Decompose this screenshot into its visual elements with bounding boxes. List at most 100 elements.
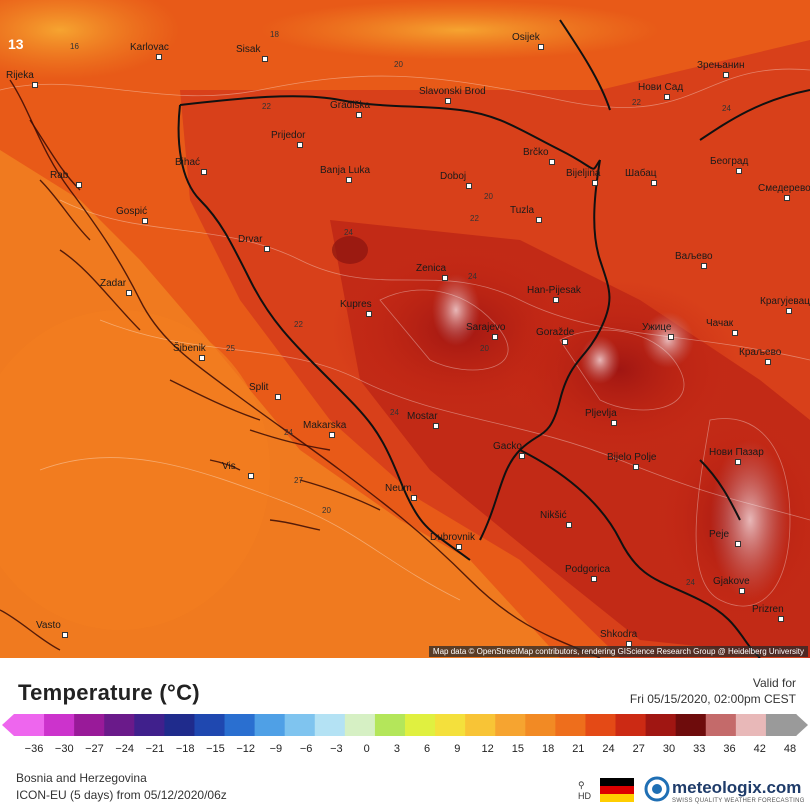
city-label[interactable]: Шабац	[625, 168, 657, 179]
city-marker	[664, 94, 670, 100]
scale-color-segment	[104, 714, 135, 736]
scale-tick-label: −12	[236, 743, 256, 755]
city-label[interactable]: Ужице	[642, 322, 672, 333]
contour-label: 27	[294, 476, 303, 485]
contour-label: 20	[322, 506, 331, 515]
city-label[interactable]: Podgorica	[565, 564, 611, 575]
city-label[interactable]: Gacko	[493, 441, 522, 452]
brand-name[interactable]: meteologix.com	[672, 778, 802, 797]
city-marker	[701, 263, 707, 269]
city-label[interactable]: Han-Pijesak	[527, 285, 581, 296]
city-label[interactable]: Pljevlja	[585, 408, 617, 419]
city-marker	[456, 544, 462, 550]
scale-tick-label: −15	[206, 743, 225, 755]
city-marker	[566, 522, 572, 528]
city-marker	[201, 169, 207, 175]
temperature-map[interactable]: 13 Karlovac Sisak Osijek Rijeka Зрењанин Нови…	[0, 0, 810, 658]
city-label[interactable]: Ваљево	[675, 251, 713, 262]
valid-time-label[interactable]: Fri 05/15/2020, 02:00pm CEST	[629, 692, 796, 706]
city-label[interactable]: Split	[249, 382, 269, 393]
city-marker	[778, 616, 784, 622]
city-label[interactable]: Prizren	[752, 604, 784, 615]
city-label[interactable]: Prijedor	[271, 130, 306, 141]
city-label[interactable]: Goražde	[536, 327, 575, 338]
city-label[interactable]: Doboj	[440, 171, 467, 182]
scale-tick-label: 18	[541, 743, 555, 755]
city-label[interactable]: Neum	[385, 483, 412, 494]
city-label[interactable]: Нови Пазар	[709, 447, 764, 458]
city-marker	[536, 217, 542, 223]
city-label[interactable]: Shkodra	[600, 629, 638, 640]
city-label[interactable]: Gradiška	[330, 100, 371, 111]
city-label[interactable]: Чачак	[706, 318, 734, 329]
contour-label: 22	[262, 102, 271, 111]
city-label[interactable]: Peje	[709, 529, 730, 540]
city-label[interactable]: Vasto	[36, 620, 61, 631]
city-label[interactable]: Mostar	[407, 411, 438, 422]
city-marker	[739, 588, 745, 594]
city-label[interactable]: Bijeljina	[566, 168, 601, 179]
scale-color-segment	[74, 714, 105, 736]
city-label[interactable]: Београд	[710, 156, 749, 167]
scale-color-segment	[224, 714, 256, 736]
city-label[interactable]: Banja Luka	[320, 165, 371, 176]
city-label[interactable]: Slavonski Brod	[419, 86, 486, 97]
scale-tick-label: 42	[753, 743, 766, 755]
city-label[interactable]: Kupres	[340, 299, 372, 310]
city-label[interactable]: Зрењанин	[697, 60, 745, 71]
scale-color-segment	[14, 714, 45, 736]
legend-title: Temperature (°C)	[18, 680, 200, 705]
city-marker	[668, 334, 674, 340]
scale-tick-label: 30	[662, 743, 676, 755]
city-marker	[611, 420, 617, 426]
scale-tick-label: −36	[24, 743, 44, 755]
city-marker	[562, 339, 568, 345]
city-label[interactable]: Brčko	[523, 147, 549, 158]
model-run-label[interactable]: ICON-EU (5 days) from 05/12/2020/06z	[16, 788, 227, 802]
city-marker	[142, 218, 148, 224]
city-label[interactable]: Rijeka	[6, 70, 34, 81]
city-label[interactable]: Sarajevo	[466, 322, 506, 333]
scale-max-arrow	[796, 714, 808, 736]
scale-color-segment	[645, 714, 677, 736]
city-label[interactable]: Gospić	[116, 206, 148, 217]
contour-label: 24	[390, 408, 399, 417]
hd-toggle[interactable]: ⚲ HD	[578, 780, 591, 801]
contour-label: 24	[344, 228, 353, 237]
legend-panel: Temperature (°C) Valid for Fri 05/15/202…	[0, 658, 810, 810]
city-label[interactable]: Смедерево	[758, 183, 810, 194]
city-label[interactable]: Нови Сад	[638, 82, 684, 93]
scale-tick-label: −21	[145, 743, 165, 755]
scale-tick-label: 24	[602, 743, 615, 755]
corner-temperature-label: 13	[8, 36, 24, 52]
scale-color-segment	[765, 714, 797, 736]
city-label[interactable]: Bijelo Polje	[607, 452, 657, 463]
contour-label: 20	[484, 192, 493, 201]
city-marker	[356, 112, 362, 118]
city-label[interactable]: Bihać	[175, 157, 201, 168]
city-label[interactable]: Osijek	[512, 32, 540, 43]
city-label[interactable]: Tuzla	[510, 205, 535, 216]
city-label[interactable]: Zenica	[416, 263, 447, 274]
city-label[interactable]: Краљево	[739, 347, 782, 358]
city-label[interactable]: Šibenik	[173, 343, 206, 354]
city-label[interactable]: Крагујевац	[760, 296, 810, 307]
city-label[interactable]: Zadar	[100, 278, 127, 289]
map-attribution[interactable]: Map data © OpenStreetMap contributors, r…	[428, 646, 808, 657]
contour-label: 16	[70, 42, 79, 51]
scale-tick-label: 33	[693, 743, 706, 755]
city-marker	[346, 177, 352, 183]
city-marker	[651, 180, 657, 186]
city-marker	[519, 453, 525, 459]
city-label[interactable]: Nikšić	[540, 510, 567, 521]
city-label[interactable]: Makarska	[303, 420, 347, 431]
city-label[interactable]: Sisak	[236, 44, 261, 55]
city-label[interactable]: Gjakove	[713, 576, 750, 587]
city-label[interactable]: Karlovac	[130, 42, 169, 53]
city-label[interactable]: Rab	[50, 170, 69, 181]
city-label[interactable]: Drvar	[238, 234, 263, 245]
scale-tick-label: −30	[54, 743, 74, 755]
city-label[interactable]: Vis	[222, 461, 236, 472]
scale-tick-label: −27	[85, 743, 104, 755]
city-label[interactable]: Dubrovnik	[430, 532, 476, 543]
